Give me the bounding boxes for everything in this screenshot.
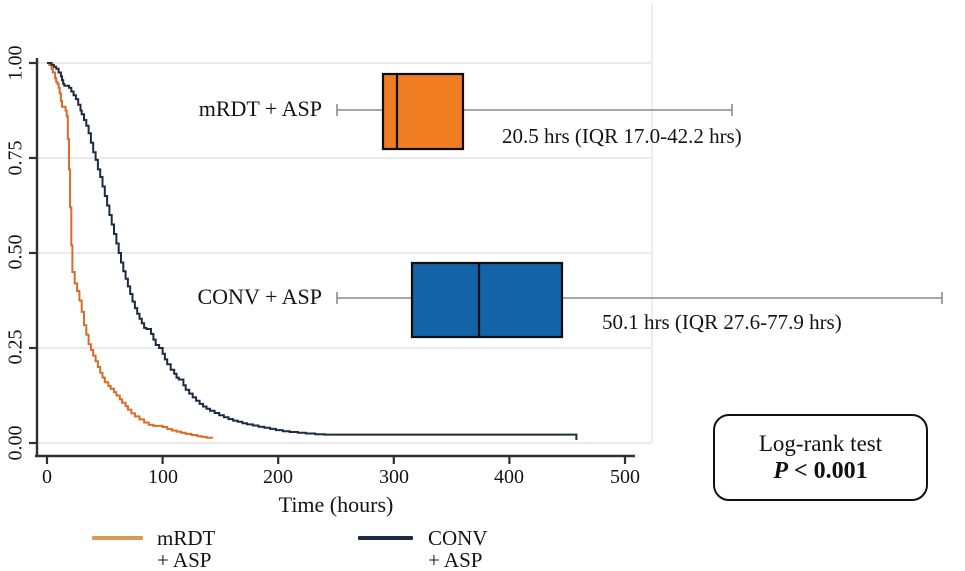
mrdt-iqr-box xyxy=(381,72,465,151)
mrdt-median-iqr-annotation: 20.5 hrs (IQR 17.0-42.2 hrs) xyxy=(502,124,742,148)
x-tick-label-0: 0 xyxy=(42,466,52,488)
legend-label-conv: CONV + ASP xyxy=(428,526,488,571)
x-tick-label-400: 400 xyxy=(494,466,524,488)
x-tick-label-300: 300 xyxy=(379,466,409,488)
x-tick-label-100: 100 xyxy=(148,466,178,488)
conv-line-swatch xyxy=(358,536,413,540)
y-tick-label-0.25: 0.25 xyxy=(4,329,27,365)
log-rank-stats-box: Log-rank test P < 0.001 xyxy=(713,414,928,501)
x-tick-label-500: 500 xyxy=(610,466,640,488)
y-tick-label-0.75: 0.75 xyxy=(4,140,27,176)
x-tick-label-200: 200 xyxy=(263,466,293,488)
p-value-text: P < 0.001 xyxy=(773,457,867,485)
y-tick-label-1.00: 1.00 xyxy=(4,45,27,81)
conv-median-iqr-annotation: 50.1 hrs (IQR 27.6-77.9 hrs) xyxy=(602,310,842,334)
legend-label-mrdt: mRDT + ASP xyxy=(157,526,215,571)
p-value: < 0.001 xyxy=(787,458,868,484)
conv-boxplot-label: CONV + ASP xyxy=(197,284,323,309)
conv-survival-curve xyxy=(47,62,578,440)
mrdt-boxplot-label: mRDT + ASP xyxy=(198,96,322,121)
log-rank-test-label: Log-rank test xyxy=(758,431,883,456)
x-axis-title: Time (hours) xyxy=(278,492,394,517)
mrdt-survival-curve xyxy=(47,62,214,439)
conv-iqr-box xyxy=(410,261,564,339)
y-tick-label-0.50: 0.50 xyxy=(4,234,27,270)
p-symbol: P xyxy=(773,458,788,484)
y-tick-label-0.00: 0.00 xyxy=(4,425,27,461)
mrdt-line-swatch xyxy=(92,536,143,540)
